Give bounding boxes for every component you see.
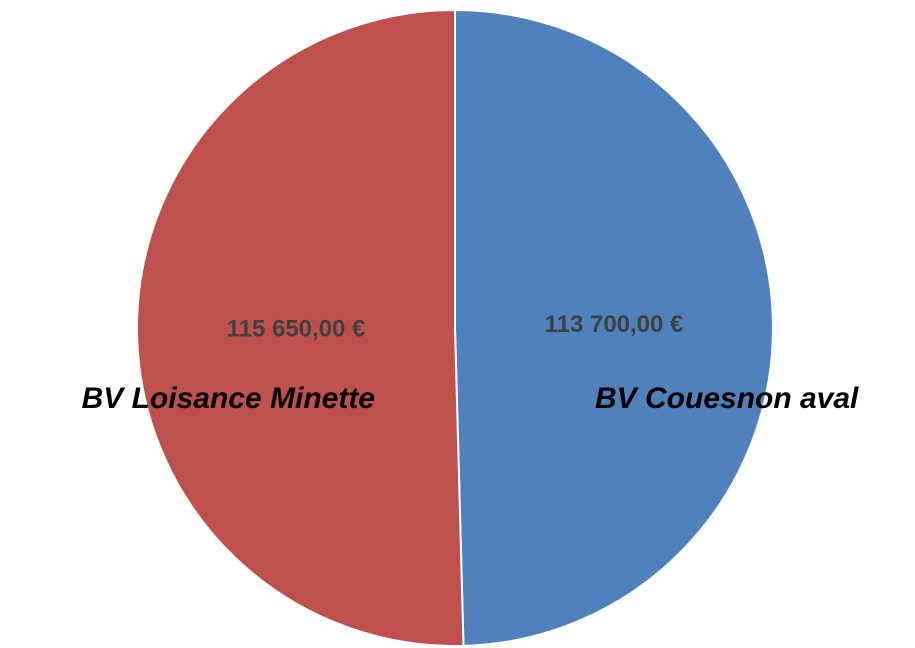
category-label: BV Couesnon aval xyxy=(595,382,859,415)
value-label: 115 650,00 € xyxy=(227,315,366,342)
pie-slice xyxy=(454,8,775,647)
category-label: BV Loisance Minette xyxy=(82,382,375,415)
value-label: 113 700,00 € xyxy=(545,311,684,338)
pie-slice xyxy=(136,8,465,647)
